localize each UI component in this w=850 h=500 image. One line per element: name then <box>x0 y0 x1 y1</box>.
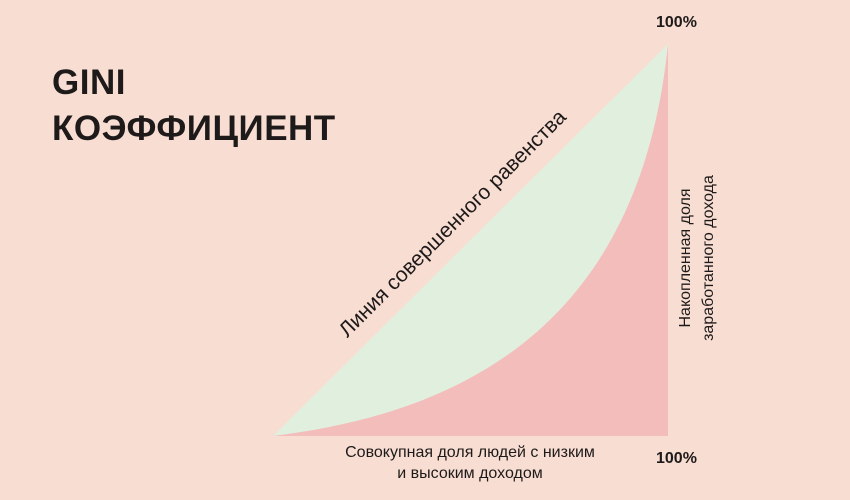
title-line-1: GINI <box>52 63 126 102</box>
lorenz-curve-area <box>273 44 668 436</box>
title-line-2: КОЭФФИЦИЕНТ <box>52 109 336 148</box>
y-axis-label-line-2: заработанного дохода <box>700 175 717 341</box>
x-axis-max-label: 100% <box>656 450 697 467</box>
y-axis-max-label: 100% <box>656 14 697 31</box>
x-axis-label-line-2: и высоким доходом <box>397 465 543 482</box>
x-axis-label-line-1: Совокупная доля людей с низким <box>345 444 595 461</box>
x-axis-label: Совокупная доля людей с низким и высоким… <box>290 442 650 484</box>
y-axis-label-line-1: Накопленная доля <box>677 188 694 328</box>
y-axis-label: Накопленная доля заработанного дохода <box>674 148 720 368</box>
diagram-title: GINI КОЭФФИЦИЕНТ <box>52 60 336 152</box>
